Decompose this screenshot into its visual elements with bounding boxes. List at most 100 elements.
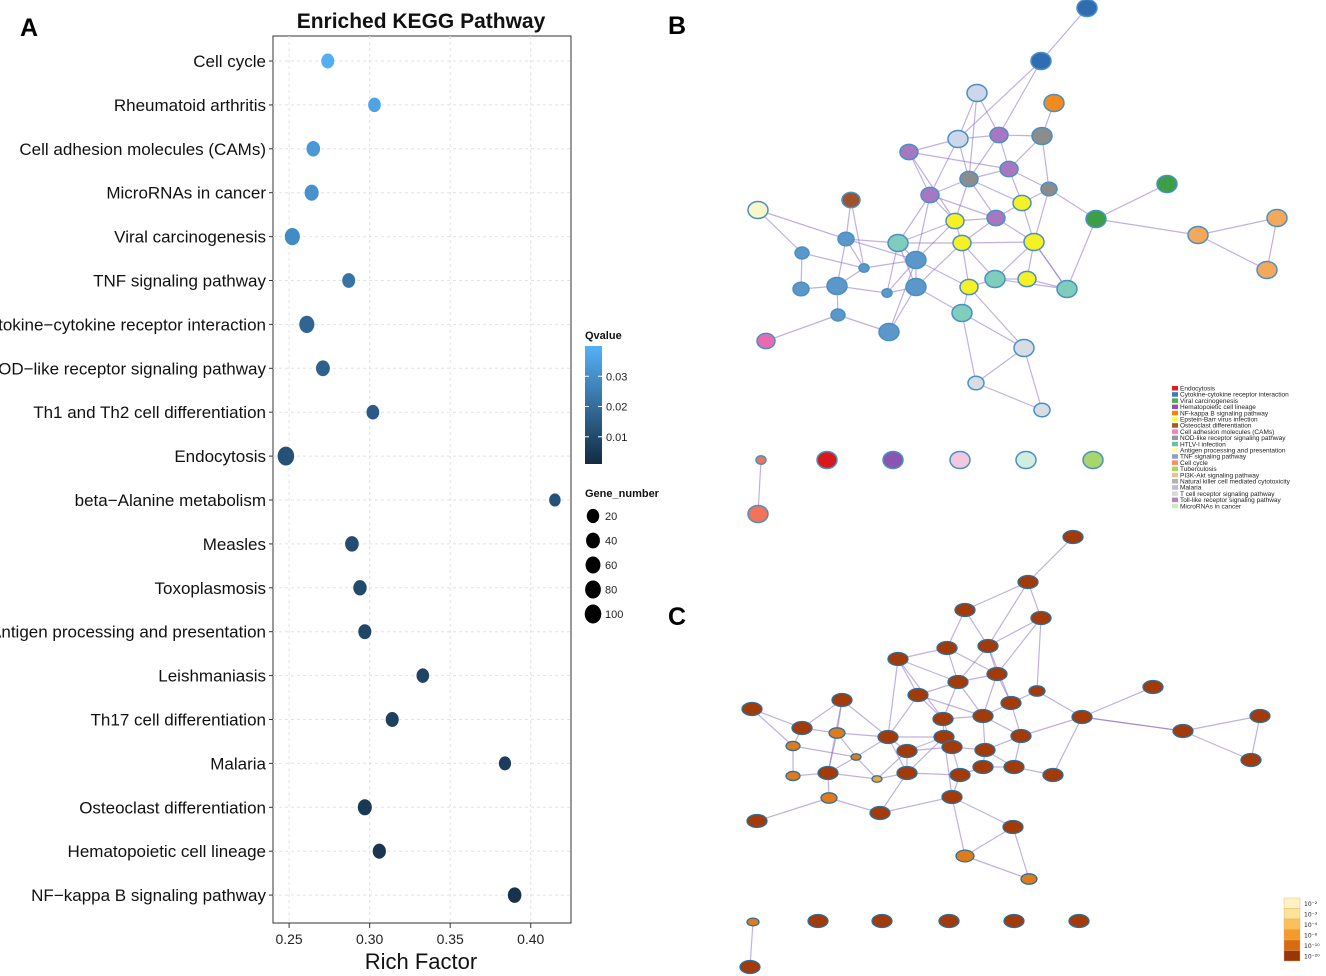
gene-number-legend-label: 40 [605, 536, 617, 548]
network-node [905, 277, 927, 297]
pvalue-legend-label: 10⁻⁴ [1304, 922, 1318, 929]
network-edge [850, 199, 865, 269]
network-legend-label: Endocytosis [1180, 386, 1216, 393]
pathway-network-b [747, 0, 1288, 524]
gene-number-legend-dot [585, 580, 601, 599]
network-node [792, 281, 810, 297]
network-legend-label: Malaria [1180, 485, 1202, 492]
network-legend-label: Cell adhesion molecules (CAMs) [1180, 429, 1274, 436]
panel-label-a: A [20, 14, 38, 42]
network-node [972, 708, 994, 724]
network-legend-swatch [1172, 398, 1178, 403]
network-node [747, 200, 769, 220]
network-edge [1040, 7, 1088, 62]
network-legend-swatch [1172, 429, 1178, 434]
network-node [1082, 450, 1104, 470]
qvalue-legend-title: Qvalue [585, 330, 622, 342]
gene-number-legend-dot [584, 604, 602, 624]
network-edge [845, 238, 917, 261]
network-legend-swatch [1172, 435, 1178, 441]
network-node [1020, 873, 1038, 885]
network-node [887, 651, 909, 667]
network-node [1040, 181, 1058, 197]
network-edge [968, 92, 978, 180]
network-node [826, 276, 848, 296]
network-node [1249, 708, 1271, 724]
network-node [1062, 529, 1084, 545]
network-node [1028, 685, 1046, 697]
network-node [989, 126, 1009, 144]
network-edge [917, 694, 984, 717]
network-node [850, 753, 862, 761]
network-node [936, 640, 958, 656]
network-node [837, 231, 855, 247]
data-point [507, 887, 522, 903]
network-legend-swatch [1172, 454, 1178, 459]
network-node [820, 792, 838, 804]
data-point [385, 712, 399, 727]
network-node [1010, 728, 1032, 744]
y-tick-label: Rheumatoid arthritis [114, 96, 266, 115]
y-tick-label: Th1 and Th2 cell differentiation [33, 403, 266, 422]
plot-panel [272, 35, 572, 924]
network-edge [968, 178, 1023, 204]
network-legend-swatch [1172, 423, 1178, 428]
y-tick-label: Hematopoietic cell lineage [68, 842, 266, 861]
y-tick-label: MicroRNAs in cancer [106, 184, 266, 203]
network-legend-swatch [1172, 417, 1178, 422]
network-edge [929, 138, 959, 196]
y-tick-label: Cell cycle [193, 52, 266, 71]
gene-number-legend-label: 20 [605, 511, 617, 523]
network-edge [906, 736, 945, 774]
network-edge [982, 673, 998, 717]
network-edge [1081, 716, 1184, 732]
y-axis-labels: Cell cycle Rheumatoid arthritis Cell adhes… [0, 52, 273, 905]
network-legend-swatch [1172, 491, 1178, 496]
network-node [1172, 723, 1194, 739]
gene-number-legend-label: 100 [605, 609, 623, 621]
network-edge [1182, 730, 1252, 761]
network-edge [897, 658, 959, 683]
network-node [947, 129, 969, 149]
network-node [739, 959, 761, 975]
network-legend-label: HTLV-I infection [1180, 441, 1226, 448]
network-edge [1250, 715, 1261, 761]
pvalue-legend-swatch [1283, 908, 1301, 920]
pvalue-legend-label: 10⁻²⁰ [1304, 954, 1320, 961]
network-legend-swatch [1172, 441, 1178, 447]
y-tick-label: Toxoplasmosis [155, 579, 267, 598]
network-edge [1052, 716, 1083, 776]
network-node [1012, 194, 1032, 212]
network-edge [1182, 715, 1261, 732]
network-edge [801, 252, 865, 269]
network-node [791, 720, 813, 736]
network-legend-swatch [1172, 466, 1178, 472]
network-edge [951, 796, 966, 857]
y-tick-label: Antigen processing and presentation [0, 623, 266, 642]
network-node [905, 250, 927, 270]
network-edge [929, 194, 997, 219]
network-node [807, 913, 829, 929]
data-point [416, 668, 430, 683]
pathway-network-c [739, 529, 1271, 975]
y-tick-label: Cell adhesion molecules (CAMs) [19, 140, 266, 159]
network-node [1056, 279, 1078, 299]
qvalue-tick-label: 0.01 [606, 432, 627, 444]
x-tick-label: 0.35 [437, 931, 464, 947]
network-edge [915, 194, 931, 261]
x-tick-label: 0.25 [275, 931, 302, 947]
network-node [984, 269, 1006, 289]
gene-number-legend: Gene_number 20 40 60 80 100 [584, 488, 660, 624]
network-node [896, 765, 918, 781]
network-legend-label: Epstein-Barr virus infection [1180, 417, 1258, 424]
network-node [1015, 450, 1037, 470]
network-node [941, 789, 963, 805]
network-legend-label: MicroRNAs in cancer [1180, 503, 1242, 510]
gene-number-legend-items: 20 40 60 80 100 [584, 508, 623, 624]
data-point [357, 799, 372, 816]
network-edge [841, 699, 889, 738]
network-legend-swatch [1172, 460, 1178, 465]
network-node [1033, 402, 1051, 418]
network-node [986, 666, 1008, 682]
